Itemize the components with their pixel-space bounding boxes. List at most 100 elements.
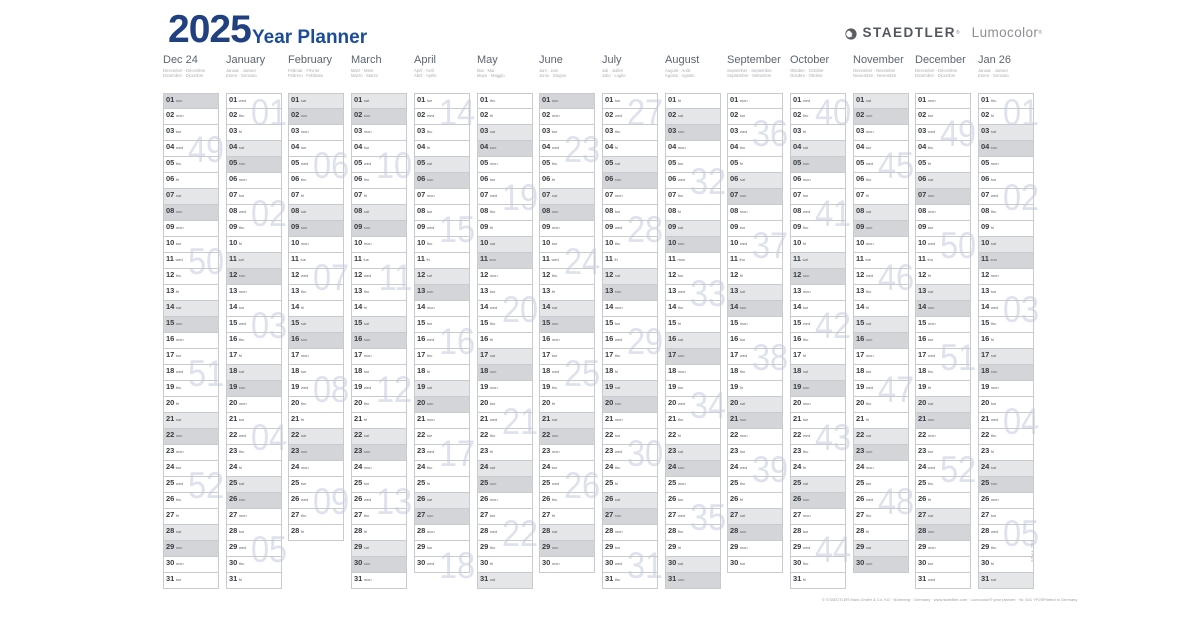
week-number: 31	[626, 544, 663, 586]
day-number: 01	[605, 95, 614, 104]
day-number: 01	[730, 95, 739, 104]
day-cell: 23 fri	[477, 445, 533, 461]
day-number: 13	[417, 286, 426, 295]
weekday-label: sat	[238, 481, 245, 486]
weekday-label: fri	[551, 289, 556, 294]
weekday-label: sat	[865, 209, 872, 214]
day-cell: 16 mon	[163, 333, 219, 349]
day-number: 18	[480, 366, 489, 375]
weekday-label: sun	[865, 449, 873, 454]
day-number: 20	[354, 398, 363, 407]
day-number: 27	[668, 510, 677, 519]
day-cell: 04 wed	[539, 141, 595, 157]
day-cell: 02 fri	[477, 109, 533, 125]
month-name: July	[602, 54, 622, 66]
day-cell: 03 wed	[727, 125, 783, 141]
weekday-label: sat	[802, 369, 809, 374]
day-number: 14	[918, 302, 927, 311]
day-cell: 20 thu	[288, 397, 344, 413]
weekday-label: sat	[677, 449, 684, 454]
day-number: 15	[480, 318, 489, 327]
day-number: 25	[542, 478, 551, 487]
day-number: 12	[542, 270, 551, 279]
week-number: 04	[250, 416, 287, 458]
weekday-label: sun	[990, 257, 997, 262]
weekday-label: mon	[175, 337, 184, 342]
day-number: 14	[981, 302, 990, 311]
weekday-label: tue	[739, 337, 746, 342]
planner-year: 2025	[168, 8, 252, 51]
day-number: 11	[856, 254, 864, 263]
day-cell: 28 sat	[539, 525, 595, 541]
day-number: 30	[417, 558, 426, 567]
day-number: 06	[291, 174, 300, 183]
day-cell: 04 tue	[351, 141, 407, 157]
weekday-label: fri	[927, 497, 932, 502]
day-number: 03	[793, 126, 802, 135]
weekday-label: wed	[489, 305, 498, 310]
day-cell: 20 sat	[727, 397, 783, 413]
week-number: 34	[689, 384, 726, 426]
day-number: 18	[229, 366, 238, 375]
month-column: Jan 26 Januar · Janvier Enero · Gennaio 01 0…	[978, 54, 1039, 599]
day-number: 20	[730, 398, 739, 407]
weekday-label: sun	[426, 289, 434, 294]
day-number: 19	[354, 382, 363, 391]
day-cell: 15 wed	[226, 317, 282, 333]
day-number: 21	[730, 414, 739, 423]
day-number: 23	[981, 446, 990, 455]
day-cell: 02 thu	[226, 109, 282, 125]
day-number: 05	[856, 158, 865, 167]
day-cell: 03 sat	[477, 125, 533, 141]
day-cell: 04 thu	[727, 141, 783, 157]
month-subtitle: Dezember · Décembre Diciembre · Dicembre	[163, 68, 206, 79]
day-number: 22	[730, 430, 739, 439]
day-number: 12	[166, 270, 175, 279]
day-number: 24	[918, 462, 927, 471]
weekday-label: sat	[865, 321, 872, 326]
day-number: 06	[730, 174, 739, 183]
day-number: 22	[793, 430, 802, 439]
week-number: 36	[751, 112, 788, 154]
weekday-label: wed	[426, 225, 435, 230]
day-cell: 18 wed	[539, 365, 595, 381]
day-number: 04	[668, 142, 677, 151]
day-cell: 11 sun	[477, 253, 533, 269]
weekday-label: thu	[739, 145, 746, 150]
month-subtitle: Oktober · Octobre Octubre · Ottobre	[790, 68, 824, 79]
weekday-label: thu	[614, 465, 621, 470]
weekday-label: wed	[927, 241, 936, 246]
day-number: 19	[417, 382, 426, 391]
day-cell: 31 sat	[978, 573, 1034, 589]
day-number: 26	[166, 494, 175, 503]
day-cell: 07 tue	[226, 189, 282, 205]
day-cell: 07 sun	[915, 189, 971, 205]
weekday-label: fri	[990, 449, 995, 454]
weekday-label: mon	[363, 129, 372, 134]
weekday-label: wed	[363, 161, 372, 166]
day-cell: 19 sun	[226, 381, 282, 397]
day-cell: 28 tue	[226, 525, 282, 541]
day-cell: 05 mon	[978, 157, 1034, 173]
weekday-label: fri	[739, 385, 744, 390]
day-number: 22	[542, 430, 551, 439]
day-number: 17	[166, 350, 175, 359]
month-column: February Februar · Février Febrero · Febbr…	[288, 54, 349, 599]
weekday-label: fri	[927, 273, 932, 278]
weekday-label: tue	[300, 257, 306, 262]
day-cell: 19 wed	[853, 381, 909, 397]
day-cell: 23 mon	[539, 445, 595, 461]
weekday-label: sat	[238, 369, 245, 374]
day-number: 25	[856, 478, 865, 487]
weekday-label: sun	[363, 337, 371, 342]
day-cell: 24 mon	[853, 461, 909, 477]
day-cell: 07 tue	[790, 189, 846, 205]
day-cell: 06 wed	[665, 173, 721, 189]
weekday-label: mon	[614, 529, 623, 534]
day-number: 27	[480, 510, 489, 519]
day-cell: 16 mon	[539, 333, 595, 349]
day-number: 28	[542, 526, 551, 535]
day-cell: 30 tue	[727, 557, 783, 573]
day-cell: 02 tue	[915, 109, 971, 125]
day-cell: 12 fri	[727, 269, 783, 285]
